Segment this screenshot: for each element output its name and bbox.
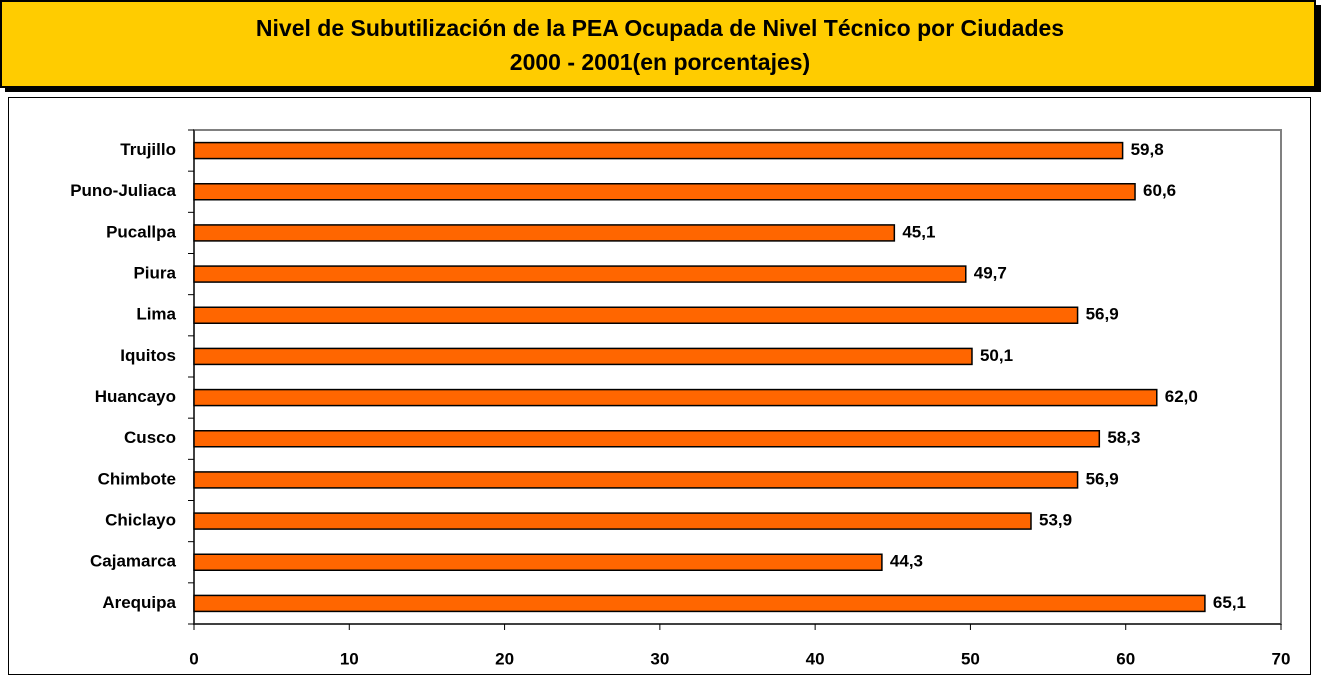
x-tick-label: 70 <box>1272 649 1291 668</box>
y-tick-label: Puno-Juliaca <box>70 181 176 200</box>
value-label: 44,3 <box>890 552 923 571</box>
x-tick-label: 60 <box>1116 649 1135 668</box>
bar <box>193 265 967 283</box>
value-label: 53,9 <box>1039 511 1072 530</box>
y-tick-label: Trujillo <box>120 140 176 159</box>
y-tick-label: Huancayo <box>95 387 176 406</box>
x-tick-label: 20 <box>495 649 514 668</box>
bar <box>193 512 1032 530</box>
value-label: 58,3 <box>1107 428 1140 447</box>
x-tick-label: 50 <box>961 649 980 668</box>
bar <box>193 388 1158 407</box>
y-tick-label: Piura <box>133 264 176 283</box>
y-tick-label: Pucallpa <box>106 222 176 241</box>
chart-subtitle: 2000 - 2001(en porcentajes) <box>510 49 810 75</box>
x-tick-label: 30 <box>650 649 669 668</box>
value-label: 60,6 <box>1143 181 1176 200</box>
banner <box>0 0 1316 88</box>
x-tick-label: 0 <box>189 649 198 668</box>
value-label: 45,1 <box>902 222 935 241</box>
bar <box>193 430 1101 448</box>
value-label: 50,1 <box>980 346 1013 365</box>
y-tick-label: Cusco <box>124 428 176 447</box>
value-label: 56,9 <box>1086 305 1119 324</box>
x-tick-label: 40 <box>806 649 825 668</box>
bar <box>193 183 1136 201</box>
bar <box>193 471 1079 489</box>
value-label: 49,7 <box>974 264 1007 283</box>
value-label: 62,0 <box>1165 387 1198 406</box>
y-tick-label: Iquitos <box>120 346 176 365</box>
bar <box>193 141 1124 160</box>
bar <box>193 224 896 242</box>
y-tick-label: Cajamarca <box>90 552 177 571</box>
bar <box>193 347 973 366</box>
y-tick-label: Chimbote <box>98 469 176 488</box>
y-tick-label: Arequipa <box>102 593 176 612</box>
value-label: 59,8 <box>1131 140 1164 159</box>
y-tick-label: Lima <box>136 305 176 324</box>
value-label: 65,1 <box>1213 593 1246 612</box>
bar <box>193 553 883 571</box>
y-tick-label: Chiclayo <box>105 511 176 530</box>
chart-title: Nivel de Subutilización de la PEA Ocupad… <box>256 15 1064 41</box>
x-tick-label: 10 <box>340 649 359 668</box>
value-label: 56,9 <box>1086 469 1119 488</box>
bar <box>193 306 1079 324</box>
bar <box>193 594 1206 613</box>
